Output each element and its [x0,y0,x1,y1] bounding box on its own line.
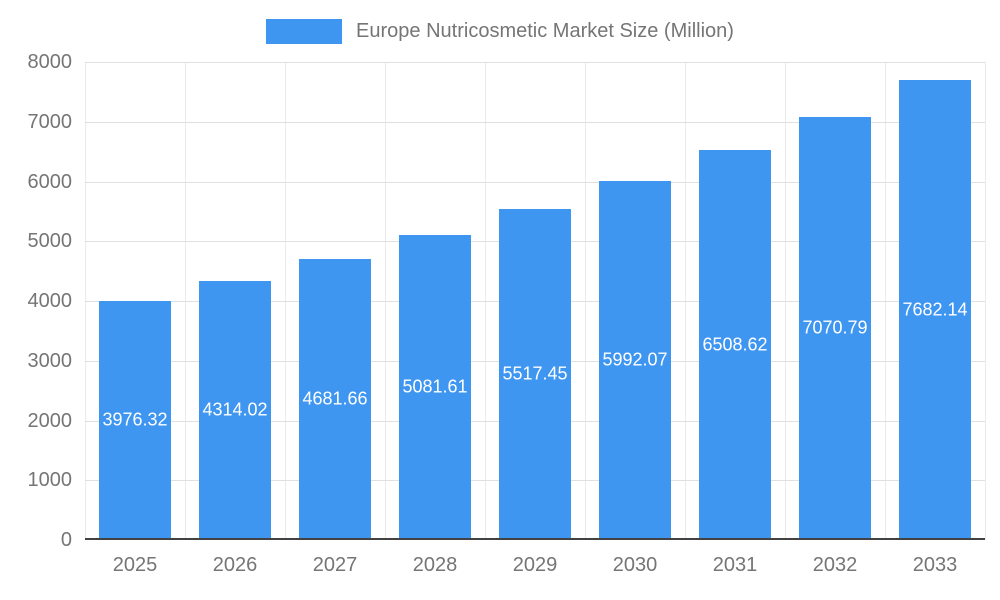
x-tick-label: 2029 [512,554,558,576]
y-tick-label: 2000 [27,409,73,432]
y-tick-label: 3000 [27,349,73,372]
bar-2027[interactable]: 4681.66 [299,259,371,539]
bar-value-label: 7682.14 [902,299,968,319]
bar-value-label: 6508.62 [702,334,768,355]
x-tick-label: 2030 [612,554,658,576]
bar-value-label: 5081.61 [402,376,468,397]
bar-2028[interactable]: 5081.61 [399,235,471,539]
horizontal-gridline [85,121,985,123]
bar-2029[interactable]: 5517.45 [499,209,571,539]
bar-2031[interactable]: 6508.62 [699,150,771,539]
legend-label: Europe Nutricosmetic Market Size (Millio… [356,19,734,42]
vertical-gridline [985,62,986,540]
x-tick-label: 2033 [912,554,958,576]
x-tick-label: 2025 [112,554,158,576]
bar-value-label: 4681.66 [302,388,368,409]
plot-area: 3976.32 4314.02 4681.66 5081.61 5517.45 5992.… [85,62,986,540]
y-tick-label: 0 [60,529,72,551]
bar-value-label: 5992.07 [602,349,668,370]
x-tick-label: 2032 [812,554,858,576]
y-tick-label: 8000 [27,51,73,73]
legend-swatch [266,18,343,44]
x-axis-baseline [85,538,985,540]
bar-2030[interactable]: 5992.07 [599,180,671,539]
x-tick-label: 2031 [712,554,758,576]
y-tick-label: 1000 [27,469,73,492]
bar-value-label: 3976.32 [102,409,168,430]
bar-2025[interactable]: 3976.32 [99,301,171,539]
x-tick-label: 2026 [212,554,258,576]
bar-value-label: 5517.45 [502,363,568,384]
x-tick-label: 2028 [412,554,458,576]
y-tick-label: 4000 [27,290,73,312]
horizontal-gridline [85,181,985,183]
chart-legend[interactable]: Europe Nutricosmetic Market Size (Millio… [0,16,1000,46]
bar-2033[interactable]: 7682.14 [899,80,971,539]
bar-value-label: 4314.02 [202,399,268,420]
bar-value-label: 7070.79 [802,317,868,338]
bar-2026[interactable]: 4314.02 [199,281,271,539]
y-tick-label: 6000 [27,170,73,193]
y-tick-label: 5000 [27,230,73,253]
y-tick-label: 7000 [27,110,73,133]
x-tick-label: 2027 [312,554,358,576]
bar-2032[interactable]: 7070.79 [799,116,871,539]
horizontal-gridline [85,62,985,63]
